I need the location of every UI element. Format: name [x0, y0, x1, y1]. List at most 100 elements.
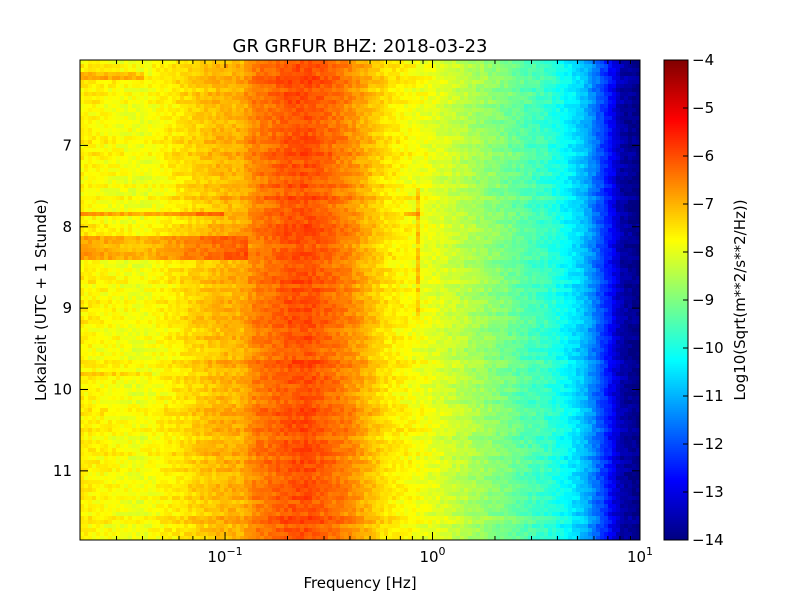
heatmap-cell: [292, 116, 297, 121]
heatmap-cell: [496, 72, 501, 77]
heatmap-cell: [316, 160, 321, 165]
heatmap-cell: [260, 156, 265, 161]
heatmap-cell: [532, 132, 537, 137]
heatmap-cell: [464, 160, 469, 165]
heatmap-cell: [336, 112, 341, 117]
heatmap-cell: [476, 152, 481, 157]
heatmap-cell: [500, 192, 505, 197]
heatmap-cell: [324, 120, 329, 125]
heatmap-cell: [336, 176, 341, 181]
heatmap-cell: [612, 120, 617, 125]
heatmap-cell: [604, 100, 609, 105]
heatmap-cell: [100, 160, 105, 165]
heatmap-cell: [548, 168, 553, 173]
heatmap-cell: [536, 84, 541, 89]
heatmap-cell: [572, 68, 577, 73]
heatmap-cell: [516, 100, 521, 105]
heatmap-cell: [556, 120, 561, 125]
heatmap-cell: [220, 172, 225, 177]
heatmap-cell: [356, 164, 361, 169]
heatmap-cell: [592, 96, 597, 101]
heatmap-cell: [284, 200, 289, 205]
heatmap-cell: [348, 72, 353, 77]
heatmap-cell: [188, 100, 193, 105]
heatmap-cell: [80, 188, 85, 193]
heatmap-cell: [496, 124, 501, 129]
heatmap-cell: [432, 92, 437, 97]
heatmap-cell: [300, 76, 305, 81]
heatmap-cell: [416, 88, 421, 93]
heatmap-cell: [116, 164, 121, 169]
heatmap-cell: [192, 116, 197, 121]
heatmap-cell: [184, 64, 189, 69]
heatmap-cell: [112, 112, 117, 117]
heatmap-cell: [480, 188, 485, 193]
heatmap-cell: [624, 144, 629, 149]
heatmap-cell: [312, 92, 317, 97]
heatmap-cell: [312, 80, 317, 85]
heatmap-cell: [248, 76, 253, 81]
heatmap-cell: [80, 108, 85, 113]
heatmap-cell: [104, 136, 109, 141]
heatmap-cell: [600, 76, 605, 81]
heatmap-cell: [588, 132, 593, 137]
heatmap-cell: [148, 60, 153, 65]
heatmap-cell: [112, 92, 117, 97]
heatmap-cell: [476, 132, 481, 137]
heatmap-cell: [516, 128, 521, 133]
heatmap-cell: [216, 64, 221, 69]
heatmap-cell: [556, 144, 561, 149]
heatmap-cell: [152, 100, 157, 105]
heatmap-cell: [328, 100, 333, 105]
heatmap-cell: [532, 168, 537, 173]
heatmap-cell: [572, 80, 577, 85]
heatmap-cell: [224, 176, 229, 181]
heatmap-cell: [272, 152, 277, 157]
heatmap-cell: [352, 80, 357, 85]
heatmap-cell: [292, 96, 297, 101]
heatmap-cell: [268, 92, 273, 97]
heatmap-cell: [544, 116, 549, 121]
heatmap-cell: [596, 192, 601, 197]
heatmap-cell: [628, 124, 633, 129]
heatmap-cell: [264, 172, 269, 177]
heatmap-cell: [292, 196, 297, 201]
heatmap-cell: [364, 124, 369, 129]
heatmap-cell: [480, 152, 485, 157]
heatmap-cell: [404, 88, 409, 93]
heatmap-cell: [412, 80, 417, 85]
heatmap-cell: [496, 148, 501, 153]
heatmap-cell: [608, 92, 613, 97]
heatmap-cell: [412, 120, 417, 125]
heatmap-cell: [184, 96, 189, 101]
heatmap-cell: [348, 76, 353, 81]
heatmap-cell: [484, 60, 489, 65]
heatmap-cell: [496, 100, 501, 105]
heatmap-cell: [500, 100, 505, 105]
heatmap-cell: [592, 168, 597, 173]
heatmap-cell: [536, 72, 541, 77]
heatmap-cell: [376, 200, 381, 205]
heatmap-cell: [548, 144, 553, 149]
heatmap-cell: [500, 164, 505, 169]
heatmap-cell: [404, 68, 409, 73]
heatmap-cell: [332, 100, 337, 105]
heatmap-cell: [344, 164, 349, 169]
heatmap-cell: [420, 68, 425, 73]
heatmap-cell: [284, 188, 289, 193]
heatmap-cell: [232, 136, 237, 141]
heatmap-cell: [516, 184, 521, 189]
heatmap-cell: [604, 76, 609, 81]
heatmap-cell: [132, 96, 137, 101]
heatmap-cell: [556, 156, 561, 161]
heatmap-cell: [404, 188, 409, 193]
heatmap-cell: [168, 96, 173, 101]
heatmap-cell: [176, 72, 181, 77]
heatmap-cell: [236, 60, 241, 65]
heatmap-cell: [436, 144, 441, 149]
heatmap-cell: [224, 124, 229, 129]
heatmap-cell: [256, 140, 261, 145]
heatmap-cell: [120, 188, 125, 193]
heatmap-cell: [360, 116, 365, 121]
heatmap-cell: [280, 172, 285, 177]
